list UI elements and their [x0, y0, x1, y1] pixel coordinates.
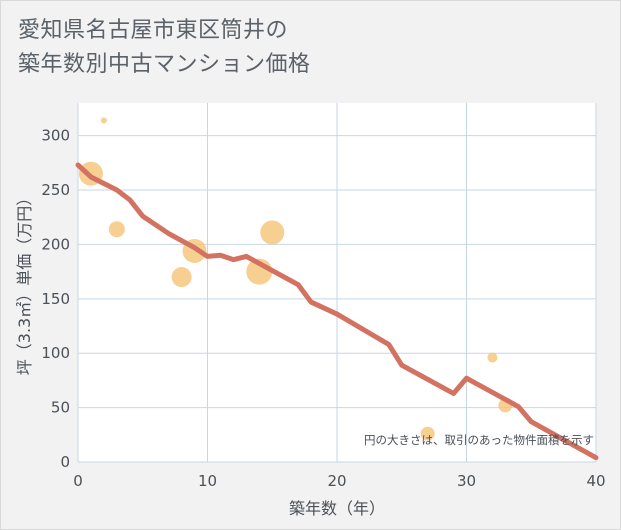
y-tick-label: 150 — [41, 290, 70, 308]
chart-title: 愛知県名古屋市東区筒井の 築年数別中古マンション価格 — [18, 14, 311, 82]
y-tick-labels: 0 50 100 150 200 250 300 — [41, 127, 70, 471]
x-tick-label: 30 — [457, 472, 476, 490]
scatter-point — [420, 426, 435, 441]
y-tick-label: 50 — [51, 399, 70, 417]
x-tick-label: 40 — [586, 472, 605, 490]
y-axis-title: 坪（3.3㎡）単価（万円） — [15, 190, 34, 375]
trend-line — [75, 162, 599, 461]
scatter-bubbles — [78, 117, 513, 441]
x-tick-label: 10 — [198, 472, 217, 490]
scatter-point — [108, 221, 125, 238]
y-tick-label: 0 — [60, 453, 70, 471]
x-tick-label: 0 — [73, 472, 83, 490]
title-line-2: 築年数別中古マンション価格 — [18, 52, 311, 77]
y-tick-label: 250 — [41, 181, 70, 199]
bubble-size-note: 円の大きさは、取引のあった物件面積を示す — [364, 433, 594, 447]
scatter-point — [100, 117, 107, 124]
scatter-point — [171, 267, 192, 288]
y-tick-label: 200 — [41, 235, 70, 253]
x-axis-title: 築年数（年） — [289, 499, 385, 518]
x-tick-labels: 0 10 20 30 40 — [73, 472, 605, 490]
scatter-point — [260, 220, 285, 245]
y-tick-label: 100 — [41, 344, 70, 362]
x-tick-label: 20 — [327, 472, 346, 490]
scatter-point — [487, 352, 498, 363]
y-tick-label: 300 — [41, 127, 70, 145]
title-line-1: 愛知県名古屋市東区筒井の — [18, 18, 289, 43]
